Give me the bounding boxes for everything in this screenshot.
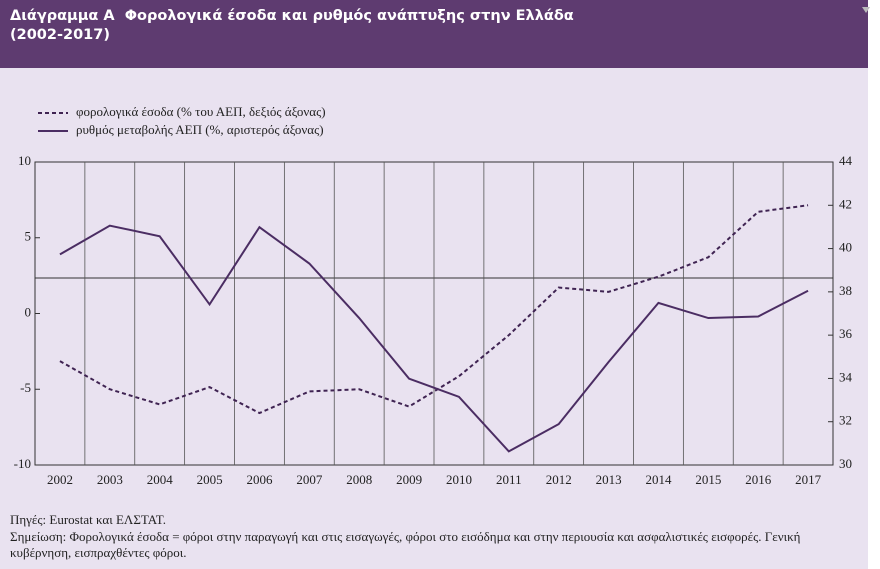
x-tick-label: 2015 <box>695 472 721 487</box>
sources: Πηγές: Eurostat και ΕΛΣΤΑΤ. <box>10 512 166 527</box>
x-tick-label: 2005 <box>197 472 223 487</box>
x-tick-label: 2016 <box>745 472 772 487</box>
y-tick-label: 10 <box>18 153 31 168</box>
y2-tick-label: 38 <box>839 283 852 298</box>
x-tick-label: 2013 <box>596 472 622 487</box>
y2-tick-label: 34 <box>839 369 853 384</box>
x-tick-label: 2002 <box>47 472 73 487</box>
x-tick-label: 2004 <box>147 472 174 487</box>
y-tick-label: -5 <box>20 380 31 395</box>
header: Διάγραμμα Α Φορολογικά έσοδα και ρυθμός … <box>0 0 868 68</box>
series-line <box>59 204 809 415</box>
x-tick-label: 2011 <box>496 472 522 487</box>
note: Σημείωση: Φορολογικά έσοδα = φόροι στην … <box>10 529 801 560</box>
x-tick-label: 2012 <box>546 472 572 487</box>
dropdown-icon[interactable] <box>860 4 872 16</box>
x-tick-label: 2006 <box>246 472 273 487</box>
y2-tick-label: 32 <box>839 413 852 428</box>
legend-label: ρυθμός μεταβολής ΑΕΠ (%, αριστερός άξονα… <box>76 122 324 137</box>
x-tick-label: 2008 <box>346 472 372 487</box>
y2-tick-label: 44 <box>839 153 853 168</box>
y2-tick-label: 30 <box>839 456 852 471</box>
y2-tick-label: 40 <box>839 240 852 255</box>
title-line: Διάγραμμα Α Φορολογικά έσοδα και ρυθμός … <box>10 8 574 24</box>
title-line: (2002-2017) <box>10 27 110 43</box>
y-tick-label: -10 <box>14 456 31 471</box>
legend-label: φορολογικά έσοδα (% του ΑΕΠ, δεξιός άξον… <box>76 104 326 119</box>
y2-tick-label: 36 <box>839 326 853 341</box>
x-tick-label: 2009 <box>396 472 422 487</box>
x-tick-label: 2003 <box>97 472 123 487</box>
y-tick-label: 0 <box>25 304 32 319</box>
x-tick-label: 2014 <box>645 472 672 487</box>
y2-tick-label: 42 <box>839 196 852 211</box>
x-tick-label: 2007 <box>296 472 323 487</box>
y-tick-label: 5 <box>25 229 32 244</box>
x-tick-label: 2010 <box>446 472 472 487</box>
series-line <box>59 224 809 453</box>
x-tick-label: 2017 <box>795 472 822 487</box>
